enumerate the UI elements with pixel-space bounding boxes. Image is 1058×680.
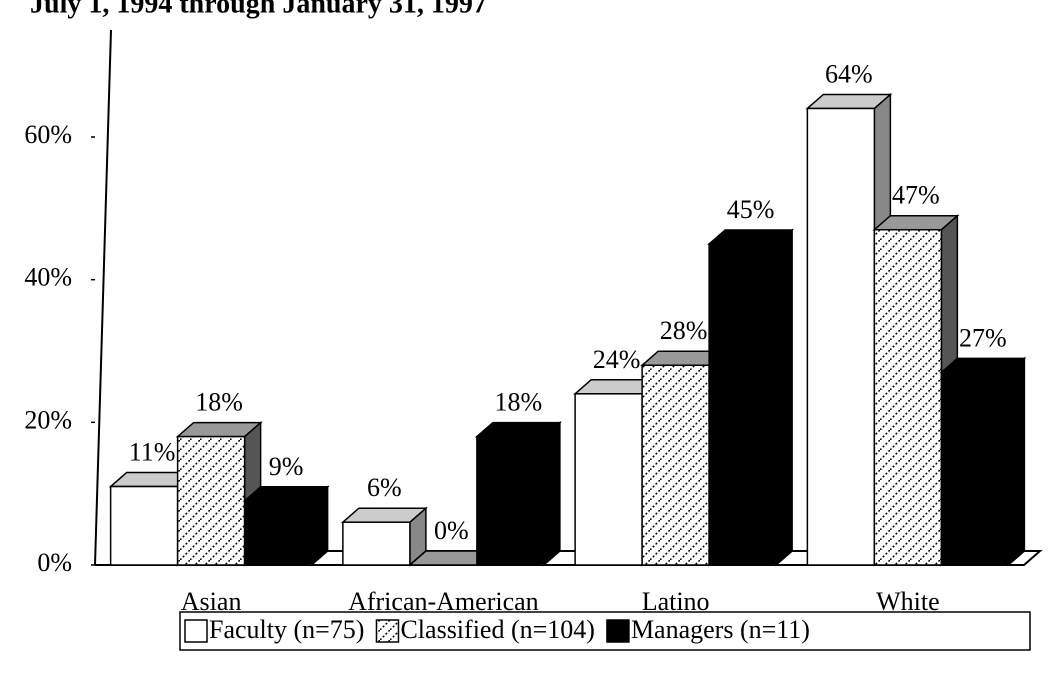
value-label: 27% [959,323,1007,352]
bar [243,500,313,566]
value-label: 0% [434,516,469,545]
value-label: 11% [129,438,176,467]
bar [708,243,777,566]
value-label: 24% [593,345,641,374]
y-tick-label: 60% [24,120,72,149]
chart-title: July 1, 1994 through January 31, 1997 [30,0,487,19]
bar [342,521,411,566]
legend-label: Classified (n=104) [400,615,594,644]
bar [574,393,643,566]
value-label: 47% [892,181,940,210]
value-label: 45% [727,195,775,224]
bar [806,107,876,566]
y-tick-label: 40% [24,263,72,292]
bar [109,485,179,566]
x-tick-label: White [876,587,940,616]
value-label: 64% [825,59,873,88]
legend-swatch [375,619,400,643]
x-tick-label: Asian [181,587,242,616]
value-label: 9% [269,452,304,481]
value-label: 18% [195,388,243,417]
bar [176,435,246,566]
value-label: 18% [495,388,543,417]
x-tick-label: African-American [348,587,539,616]
bar-side [1007,356,1026,567]
y-tick-label: 0% [37,548,72,577]
bar [641,364,710,566]
legend-swatch [184,619,208,643]
legend-box [179,611,1031,651]
x-tick-label: Latino [642,587,710,616]
bar [940,371,1010,566]
value-label: 6% [367,473,402,502]
bar [873,228,943,566]
y-tick-label: 20% [24,405,72,434]
legend-label: Managers (n=11) [631,615,810,644]
bar [476,435,545,566]
legend-label: Faculty (n=75) [209,615,364,644]
bar-side [775,228,793,567]
value-label: 28% [660,316,708,345]
legend-swatch [606,619,630,643]
bar-side [543,420,561,567]
